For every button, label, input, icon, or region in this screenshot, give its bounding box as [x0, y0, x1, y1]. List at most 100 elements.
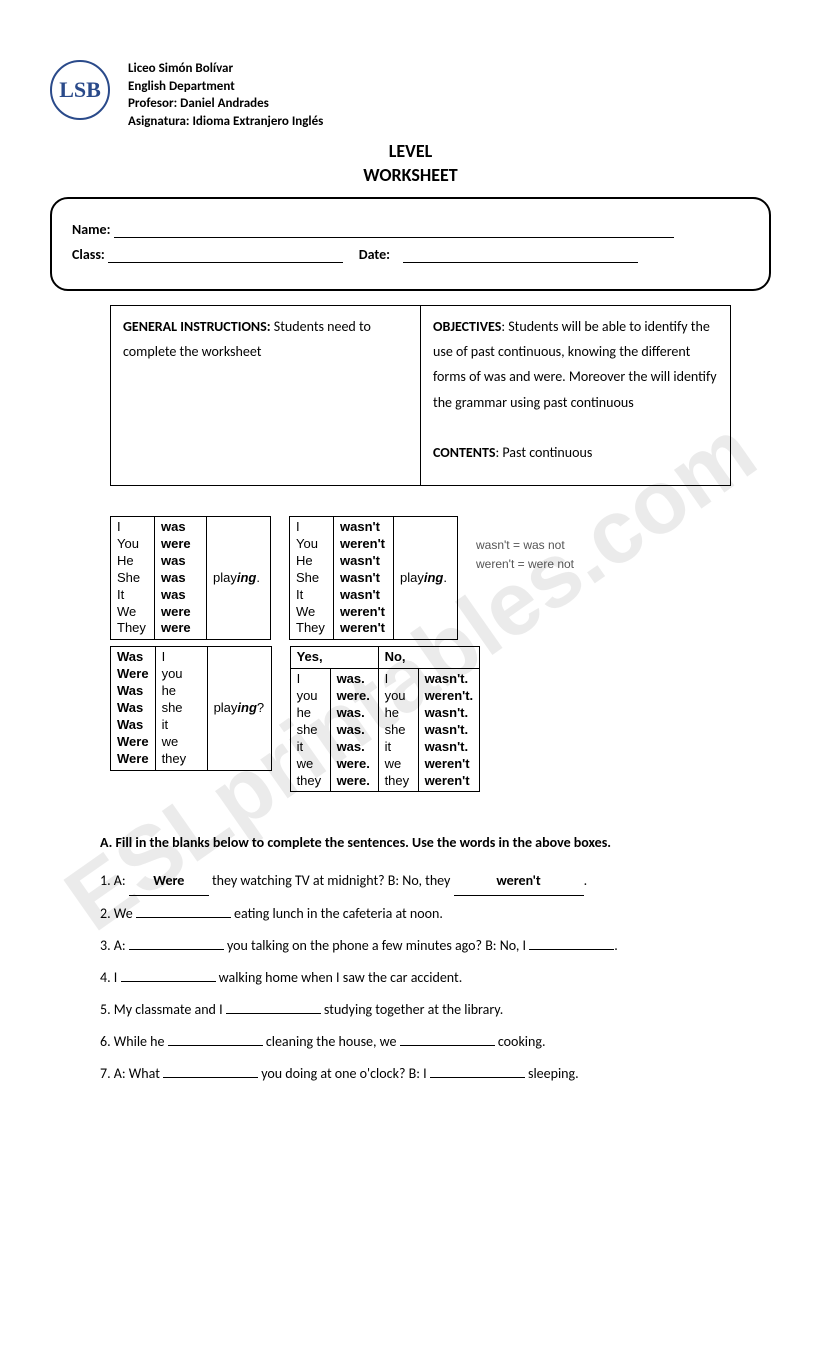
ans-pron: they [385, 773, 412, 790]
ans-pron: we [385, 756, 412, 773]
pronoun: You [296, 536, 327, 553]
grammar-tables: I You He She It We They was were was was… [110, 516, 741, 792]
q2-text-a: 2. We [100, 905, 136, 922]
worksheet-page: LSB Liceo Simón Bolívar English Departme… [0, 0, 821, 1132]
pronoun: He [117, 553, 148, 570]
q5-text-a: 5. My classmate and I [100, 1001, 226, 1018]
answers-table: Yes, No, I you he she it we they was. [290, 646, 481, 792]
title-level: LEVEL [50, 140, 771, 163]
pronoun: She [117, 570, 148, 587]
date-input-line[interactable] [403, 262, 638, 263]
school-info: Liceo Simón Bolívar English Department P… [128, 60, 323, 130]
q-pron: they [162, 751, 201, 768]
class-input-line[interactable] [108, 262, 343, 263]
q3-blank-2[interactable] [529, 949, 614, 950]
q7-text-b: you doing at one o'clock? B: I [258, 1065, 430, 1082]
verb-stem: play [213, 570, 237, 585]
ans-no: wasn't. [425, 739, 474, 756]
objectives-cell: OBJECTIVES: Students will be able to ide… [421, 306, 730, 485]
tables-row-2: Was Were Was Was Was Were Were I you he … [110, 646, 741, 792]
ing-suffix: ing [237, 570, 257, 585]
q4-blank[interactable] [121, 981, 216, 982]
ans-no: weren't [425, 756, 474, 773]
q3-text-a: 3. A: [100, 937, 129, 954]
name-input-line[interactable] [114, 237, 674, 238]
q6-blank-2[interactable] [400, 1045, 495, 1046]
q6-text-b: cleaning the house, we [263, 1033, 400, 1050]
ans-no: wasn't. [425, 705, 474, 722]
aux-neg: weren't [340, 604, 387, 621]
ing-suffix: ing [237, 700, 257, 715]
q7-text-c: sleeping. [525, 1065, 579, 1082]
info-grid: GENERAL INSTRUCTIONS: Students need to c… [110, 305, 731, 486]
q2-text-b: eating lunch in the cafeteria at noon. [231, 905, 443, 922]
q-pron: it [162, 717, 201, 734]
ans-pron: you [297, 688, 324, 705]
ans-no: wasn't. [425, 671, 474, 688]
aux-neg: wasn't [340, 587, 387, 604]
q-pron: I [162, 649, 201, 666]
ans-pron: it [385, 739, 412, 756]
aux-neg: wasn't [340, 553, 387, 570]
school-logo: LSB [50, 60, 110, 120]
question-1: 1. A: Were they watching TV at midnight?… [100, 867, 721, 896]
question-table: Was Were Was Was Was Were Were I you he … [110, 646, 272, 770]
q-aux: Were [117, 666, 149, 683]
pronoun: We [296, 604, 327, 621]
question-3: 3. A: you talking on the phone a few min… [100, 932, 721, 960]
ans-pron: he [385, 705, 412, 722]
no-header: No, [378, 647, 480, 669]
note-werent: weren't = were not [476, 555, 574, 574]
q6-text-c: cooking. [495, 1033, 546, 1050]
question-7: 7. A: What you doing at one o'clock? B: … [100, 1060, 721, 1088]
q7-text-a: 7. A: What [100, 1065, 163, 1082]
exercise-section: A. Fill in the blanks below to complete … [100, 832, 721, 1088]
ans-pron: she [297, 722, 324, 739]
pronoun: I [296, 519, 327, 536]
pronoun: I [117, 519, 148, 536]
teacher: Profesor: Daniel Andrades [128, 95, 323, 113]
ans-pron: he [297, 705, 324, 722]
q1-blank-2[interactable]: weren't [454, 867, 584, 896]
yes-header: Yes, [290, 647, 378, 669]
contents-label: CONTENTS [433, 444, 495, 461]
aux: was [161, 587, 200, 604]
verb-stem: play [214, 700, 238, 715]
affirmative-table: I You He She It We They was were was was… [110, 516, 271, 640]
q7-blank-1[interactable] [163, 1077, 258, 1078]
q1-blank-1[interactable]: Were [129, 867, 209, 896]
date-label: Date: [359, 246, 390, 263]
q3-text-c: . [614, 937, 618, 954]
q4-text-a: 4. I [100, 969, 121, 986]
instructions-cell: GENERAL INSTRUCTIONS: Students need to c… [111, 306, 421, 485]
aux: was [161, 570, 200, 587]
pronoun: You [117, 536, 148, 553]
q3-text-b: you talking on the phone a few minutes a… [224, 937, 529, 954]
q7-blank-2[interactable] [430, 1077, 525, 1078]
q-aux: Were [117, 751, 149, 768]
ans-no: weren't [425, 773, 474, 790]
q3-blank-1[interactable] [129, 949, 224, 950]
subject: Asignatura: Idioma Extranjero Inglés [128, 113, 323, 131]
q-aux: Was [117, 683, 149, 700]
ans-yes: were. [337, 756, 372, 773]
pronoun: We [117, 604, 148, 621]
note-wasnt: wasn't = was not [476, 536, 574, 555]
question-4: 4. I walking home when I saw the car acc… [100, 964, 721, 992]
q-pron: she [162, 700, 201, 717]
student-info-box: Name: Class: Date: [50, 197, 771, 291]
question-5: 5. My classmate and I studying together … [100, 996, 721, 1024]
q5-text-b: studying together at the library. [321, 1001, 504, 1018]
ans-no: weren't. [425, 688, 474, 705]
title-block: LEVEL WORKSHEET [50, 140, 771, 187]
q2-blank[interactable] [136, 917, 231, 918]
q6-blank-1[interactable] [168, 1045, 263, 1046]
pronoun: He [296, 553, 327, 570]
ans-pron: I [297, 671, 324, 688]
ans-yes: was. [337, 739, 372, 756]
instructions-label: GENERAL INSTRUCTIONS: [123, 318, 271, 335]
ans-pron: she [385, 722, 412, 739]
aux: were [161, 536, 200, 553]
q5-blank[interactable] [226, 1013, 321, 1014]
q-aux: Was [117, 700, 149, 717]
